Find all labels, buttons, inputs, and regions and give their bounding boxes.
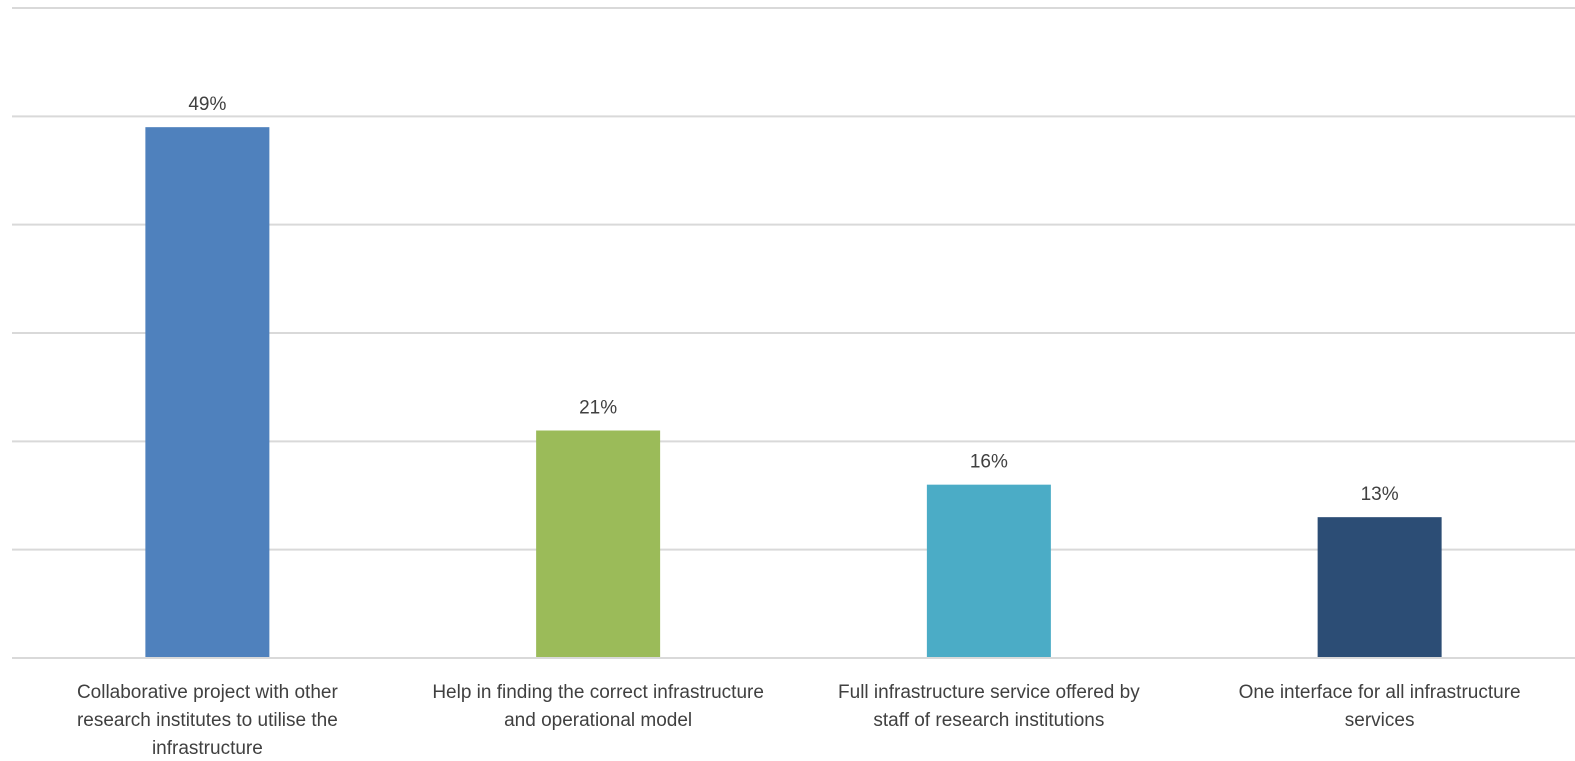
data-label-3: 16%	[970, 452, 1008, 473]
category-label-line: staff of research institutions	[873, 710, 1104, 731]
category-label-line: research institutes to utilise the	[77, 710, 338, 731]
bars	[145, 127, 1442, 658]
category-label-line: Collaborative project with other	[77, 682, 339, 703]
category-label-line: and operational model	[504, 710, 692, 731]
bar-1	[145, 127, 270, 658]
bar-3	[926, 484, 1051, 658]
data-labels: 49% 21% 16% 13%	[188, 94, 1398, 505]
category-label-2: Help in finding the correct infrastructu…	[432, 682, 764, 731]
data-label-2: 21%	[579, 398, 617, 419]
gridlines	[12, 7, 1575, 551]
category-label-line: services	[1345, 710, 1415, 731]
bar-2	[536, 430, 661, 658]
category-label-1: Collaborative project with other research…	[77, 682, 339, 759]
bar-4	[1317, 517, 1442, 658]
category-label-line: One interface for all infrastructure	[1239, 682, 1521, 703]
category-label-line: infrastructure	[152, 738, 263, 759]
category-label-4: One interface for all infrastructure serv…	[1239, 682, 1521, 731]
category-label-line: Full infrastructure service offered by	[838, 682, 1140, 703]
category-label-line: Help in finding the correct infrastructu…	[432, 682, 764, 703]
data-label-1: 49%	[188, 94, 226, 115]
category-label-3: Full infrastructure service offered by st…	[838, 682, 1140, 731]
x-axis-tick-labels: Collaborative project with other research…	[77, 682, 1521, 759]
data-label-4: 13%	[1361, 484, 1399, 505]
